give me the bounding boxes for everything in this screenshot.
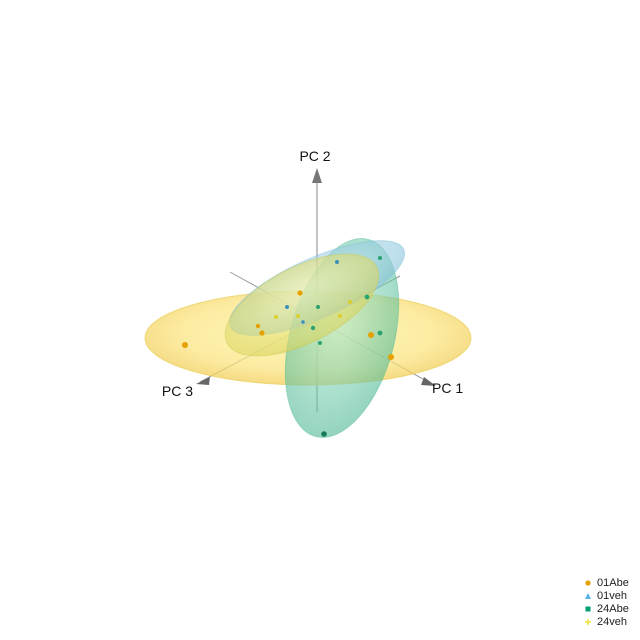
pc3-axis-label: PC 3 — [162, 383, 193, 399]
square-marker-icon — [583, 604, 593, 614]
point-24veh — [348, 300, 352, 304]
legend-item-01abe[interactable]: 01Abe — [583, 576, 639, 589]
ellipsoid-01abe — [224, 253, 380, 357]
point-24abe — [377, 330, 383, 336]
pc1-axis-arrow — [421, 377, 436, 386]
point-24abe — [378, 256, 382, 260]
point-01abe — [297, 290, 303, 296]
points — [182, 256, 394, 437]
legend-label: 01Abe — [597, 576, 629, 589]
plus-marker-icon — [583, 617, 593, 627]
legend-item-24veh[interactable]: 24veh — [583, 615, 639, 628]
point-24abe — [321, 431, 327, 437]
point-24veh — [274, 315, 278, 319]
point-24abe — [318, 341, 322, 345]
point-01abe — [182, 342, 188, 348]
pc2-axis-arrow — [312, 168, 322, 183]
pc3-axis-arrow — [196, 377, 210, 385]
point-24abe — [310, 325, 316, 331]
pc1-axis-label: PC 1 — [432, 380, 463, 396]
pc2-axis-label: PC 2 — [299, 148, 330, 164]
point-01veh — [285, 305, 289, 309]
point-24abe — [316, 305, 320, 309]
legend-label: 24veh — [597, 615, 627, 628]
legend-label: 01veh — [597, 589, 627, 602]
triangle-marker-icon — [583, 591, 593, 601]
point-01abe — [255, 323, 261, 329]
legend-item-24abe[interactable]: 24Abe — [583, 602, 639, 615]
point-24veh — [338, 314, 342, 318]
point-01abe — [259, 330, 265, 336]
point-24abe — [364, 294, 370, 300]
circle-marker-icon — [583, 578, 593, 588]
point-01abe — [388, 354, 394, 360]
point-01veh — [301, 320, 305, 324]
point-01veh — [335, 260, 339, 264]
legend: 01Abe 01veh 24Abe 24veh — [583, 576, 639, 628]
ellipsoids — [144, 238, 472, 438]
legend-item-01veh[interactable]: 01veh — [583, 589, 639, 602]
point-01abe — [368, 332, 374, 338]
point-24veh — [296, 314, 300, 318]
legend-label: 24Abe — [597, 602, 629, 615]
